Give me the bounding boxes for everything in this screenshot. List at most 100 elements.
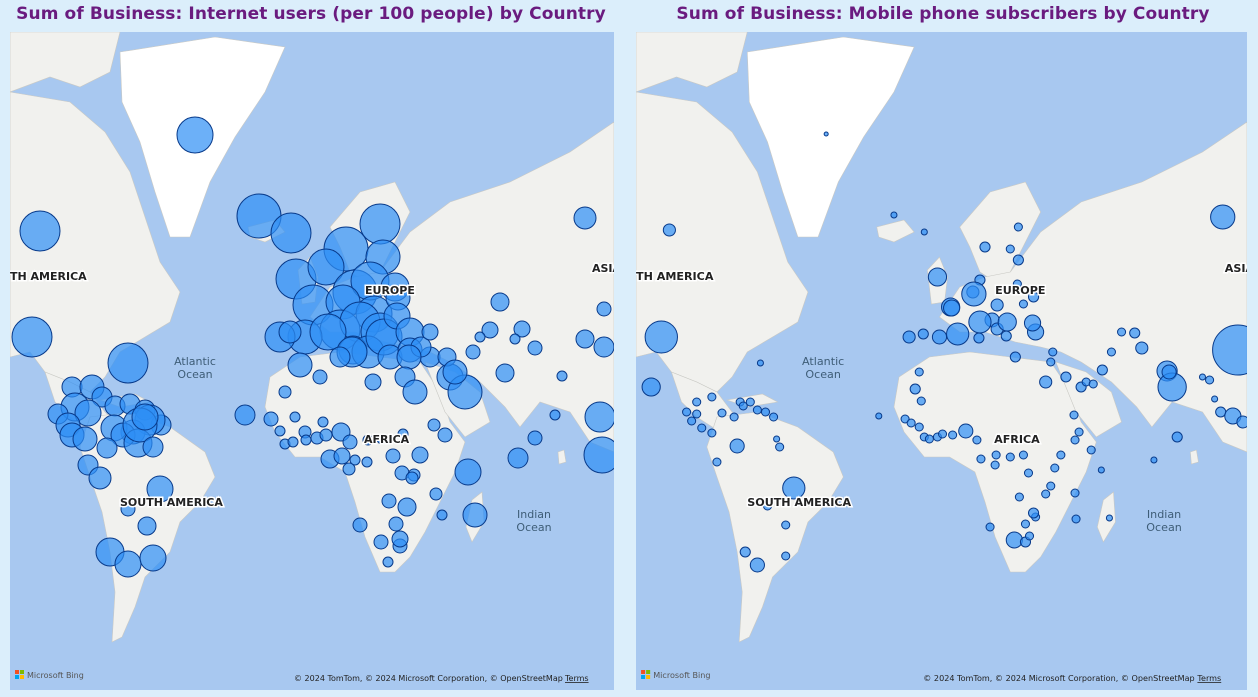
mobile-subscribers-bubble-55[interactable] (781, 520, 791, 530)
internet-users-bubble-127[interactable] (527, 340, 543, 356)
mobile-subscribers-bubble-59[interactable] (875, 412, 883, 420)
internet-users-bubble-118[interactable] (373, 534, 389, 550)
mobile-subscribers-bubble-75[interactable] (991, 450, 1001, 460)
internet-users-bubble-130[interactable] (465, 344, 481, 360)
internet-users-bubble-124[interactable] (527, 430, 543, 446)
mobile-subscribers-bubble-44[interactable] (773, 435, 781, 443)
internet-users-bubble-79[interactable] (490, 292, 510, 312)
internet-users-bubble-48[interactable] (72, 426, 98, 452)
mobile-subscribers-bubble-15[interactable] (1012, 279, 1022, 289)
internet-users-bubble-32[interactable] (11, 316, 53, 358)
mobile-subscribers-bubble-66[interactable] (914, 422, 924, 432)
internet-users-bubble-68[interactable] (364, 373, 382, 391)
mobile-subscribers-bubble-29[interactable] (1009, 351, 1021, 363)
mobile-subscribers-bubble-62[interactable] (909, 383, 921, 395)
internet-users-bubble-109[interactable] (381, 493, 397, 509)
internet-users-bubble-92[interactable] (289, 411, 301, 423)
mobile-subscribers-bubble-109[interactable] (1129, 327, 1141, 339)
internet-users-bubble-73[interactable] (421, 323, 439, 341)
mobile-subscribers-bubble-49[interactable] (697, 423, 707, 433)
internet-users-bubble-120[interactable] (352, 517, 368, 533)
mobile-subscribers-bubble-34[interactable] (692, 397, 702, 407)
mobile-subscribers-bubble-48[interactable] (687, 416, 697, 426)
internet-users-bubble-122[interactable] (391, 530, 409, 548)
internet-users-bubble-6[interactable] (359, 203, 401, 245)
mobile-subscribers-bubble-100[interactable] (1039, 375, 1053, 389)
internet-users-bubble-53[interactable] (131, 403, 159, 431)
internet-users-bubble-117[interactable] (436, 509, 448, 521)
mobile-subscribers-bubble-72[interactable] (958, 423, 974, 439)
mobile-subscribers-bubble-47[interactable] (692, 409, 702, 419)
mobile-subscribers-bubble-26[interactable] (946, 322, 970, 346)
internet-users-bubble-107[interactable] (385, 448, 401, 464)
internet-users-bubble-65[interactable] (278, 320, 302, 344)
internet-users-bubble-63[interactable] (139, 544, 167, 572)
internet-users-bubble-87[interactable] (583, 436, 614, 474)
internet-users-bubble-83[interactable] (575, 329, 595, 349)
mobile-subscribers-bubble-107[interactable] (1096, 364, 1108, 376)
internet-users-bubble-94[interactable] (263, 411, 279, 427)
mobile-subscribers-bubble-85[interactable] (1050, 463, 1060, 473)
mobile-subscribers-bubble-91[interactable] (1070, 488, 1080, 498)
internet-users-bubble-98[interactable] (300, 434, 312, 446)
internet-users-bubble-132[interactable] (362, 434, 374, 446)
bubble-layer[interactable] (641, 131, 1247, 573)
mobile-subscribers-bubble-33[interactable] (641, 377, 661, 397)
internet-users-bubble-84[interactable] (596, 301, 612, 317)
mobile-subscribers-bubble-10[interactable] (1012, 254, 1024, 266)
mobile-subscribers-bubble-123[interactable] (1171, 431, 1183, 443)
internet-users-bubble-114[interactable] (427, 418, 441, 432)
mobile-subscribers-bubble-6[interactable] (1013, 222, 1023, 232)
mobile-subscribers-bubble-3[interactable] (1210, 204, 1236, 230)
internet-users-bubble-125[interactable] (549, 409, 561, 421)
internet-users-bubble-57[interactable] (88, 466, 112, 490)
mobile-subscribers-bubble-50[interactable] (707, 428, 717, 438)
mobile-subscribers-bubble-77[interactable] (1005, 452, 1015, 462)
internet-users-map[interactable]: TH AMERICA EUROPE AFRICA SOUTH AMERICA A… (10, 32, 614, 690)
mobile-subscribers-bubble-80[interactable] (1014, 492, 1024, 502)
mobile-subscribers-bubble-108[interactable] (1106, 347, 1116, 357)
mobile-subscribers-bubble-99[interactable] (1027, 507, 1040, 519)
mobile-subscribers-bubble-56[interactable] (739, 546, 751, 558)
mobile-subscribers-bubble-110[interactable] (1135, 341, 1149, 355)
internet-users-bubble-106[interactable] (333, 447, 351, 465)
mobile-subscribers-bubble-25[interactable] (931, 329, 948, 345)
mobile-subscribers-bubble-17[interactable] (1018, 299, 1028, 309)
internet-users-bubble-1[interactable] (19, 210, 61, 252)
bubble-layer[interactable] (11, 116, 614, 578)
mobile-subscribers-bubble-24[interactable] (973, 332, 985, 344)
mobile-subscribers-bubble-39[interactable] (738, 401, 748, 411)
internet-users-bubble-131[interactable] (376, 433, 388, 445)
internet-users-bubble-59[interactable] (120, 501, 136, 517)
internet-users-bubble-21[interactable] (309, 313, 347, 351)
internet-users-bubble-76[interactable] (402, 379, 428, 405)
mobile-subscribers-bubble-70[interactable] (937, 429, 948, 439)
mobile-subscribers-map[interactable]: TH AMERICA EUROPE AFRICA SOUTH AMERICA A… (636, 32, 1247, 690)
mobile-subscribers-bubble-0[interactable] (823, 131, 829, 137)
mobile-subscribers-bubble-43[interactable] (769, 412, 779, 422)
mobile-subscribers-bubble-73[interactable] (972, 435, 982, 445)
mobile-subscribers-bubble-63[interactable] (916, 396, 926, 406)
internet-users-bubble-104[interactable] (361, 456, 373, 468)
mobile-subscribers-bubble-83[interactable] (1041, 489, 1051, 499)
mobile-subscribers-bubble-28[interactable] (1023, 314, 1042, 332)
mobile-subscribers-bubble-71[interactable] (948, 430, 958, 440)
internet-users-bubble-91[interactable] (278, 385, 292, 399)
internet-users-bubble-128[interactable] (509, 333, 521, 345)
internet-users-bubble-110[interactable] (388, 516, 404, 532)
mobile-subscribers-bubble-8[interactable] (927, 267, 948, 287)
internet-users-bubble-113[interactable] (411, 446, 429, 464)
internet-users-bubble-100[interactable] (319, 428, 333, 442)
mobile-subscribers-bubble-23[interactable] (1000, 330, 1012, 342)
internet-users-bubble-80[interactable] (513, 320, 531, 338)
internet-users-bubble-126[interactable] (556, 370, 568, 382)
internet-users-bubble-33[interactable] (107, 342, 149, 384)
internet-users-bubble-54[interactable] (142, 436, 164, 458)
mobile-subscribers-bubble-121[interactable] (1150, 456, 1158, 464)
mobile-subscribers-bubble-46[interactable] (682, 407, 692, 417)
terms-link[interactable]: Terms (564, 674, 589, 683)
mobile-subscribers-bubble-89[interactable] (1074, 427, 1084, 437)
mobile-subscribers-bubble-79[interactable] (1023, 468, 1034, 478)
terms-link[interactable]: Terms (1196, 674, 1221, 683)
internet-users-bubble-134[interactable] (342, 462, 356, 476)
